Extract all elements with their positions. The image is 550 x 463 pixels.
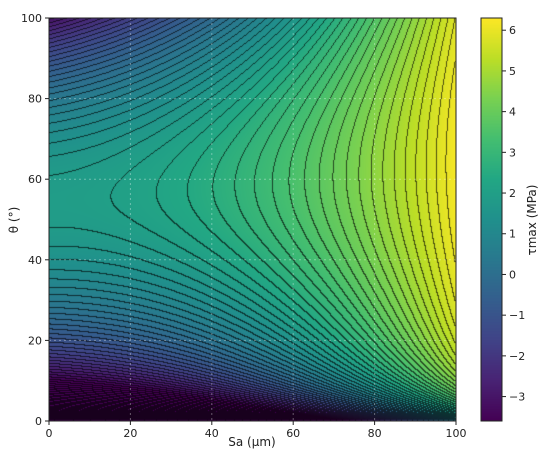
colorbar-label: τmax (MPa)	[525, 185, 539, 256]
y-tick-label: 40	[28, 254, 42, 267]
y-axis-label: θ (°)	[7, 207, 21, 234]
colorbar-tick-label: 1	[509, 228, 516, 241]
colorbar-tick-label: 4	[509, 106, 516, 119]
colorbar-tick-label: −1	[509, 309, 525, 322]
colorbar-tick-label: −3	[509, 391, 525, 404]
x-tick-label: 100	[446, 427, 467, 440]
x-axis-ticks: 0 20 40 60 80 100	[46, 421, 467, 440]
y-tick-label: 60	[28, 173, 42, 186]
x-tick-label: 0	[46, 427, 53, 440]
y-tick-label: 0	[35, 415, 42, 428]
plot-frame	[48, 17, 457, 422]
grid-lines	[48, 17, 457, 422]
y-axis-ticks: 0 20 40 60 80 100	[21, 12, 49, 428]
x-tick-label: 20	[123, 427, 137, 440]
colorbar-tick-label: 3	[509, 146, 516, 159]
y-tick-label: 20	[28, 334, 42, 347]
contour-plot-area	[49, 18, 456, 421]
colorbar-tick-label: 6	[509, 24, 516, 37]
x-tick-label: 40	[205, 427, 219, 440]
colorbar-tick-label: −2	[509, 350, 525, 363]
colorbar-frame	[480, 17, 503, 422]
colorbar-tick-label: 5	[509, 65, 516, 78]
colorbar-tick-label: 2	[509, 187, 516, 200]
y-tick-label: 80	[28, 93, 42, 106]
x-axis-label: Sa (μm)	[228, 435, 275, 449]
y-tick-label: 100	[21, 12, 42, 25]
colorbar-tick-label: 0	[509, 268, 516, 281]
x-tick-label: 60	[286, 427, 300, 440]
colorbar-ticks: −3 −2 −1 0 1 2 3 4 5 6	[502, 24, 525, 404]
colorbar-gradient	[481, 18, 502, 421]
x-tick-label: 80	[368, 427, 382, 440]
